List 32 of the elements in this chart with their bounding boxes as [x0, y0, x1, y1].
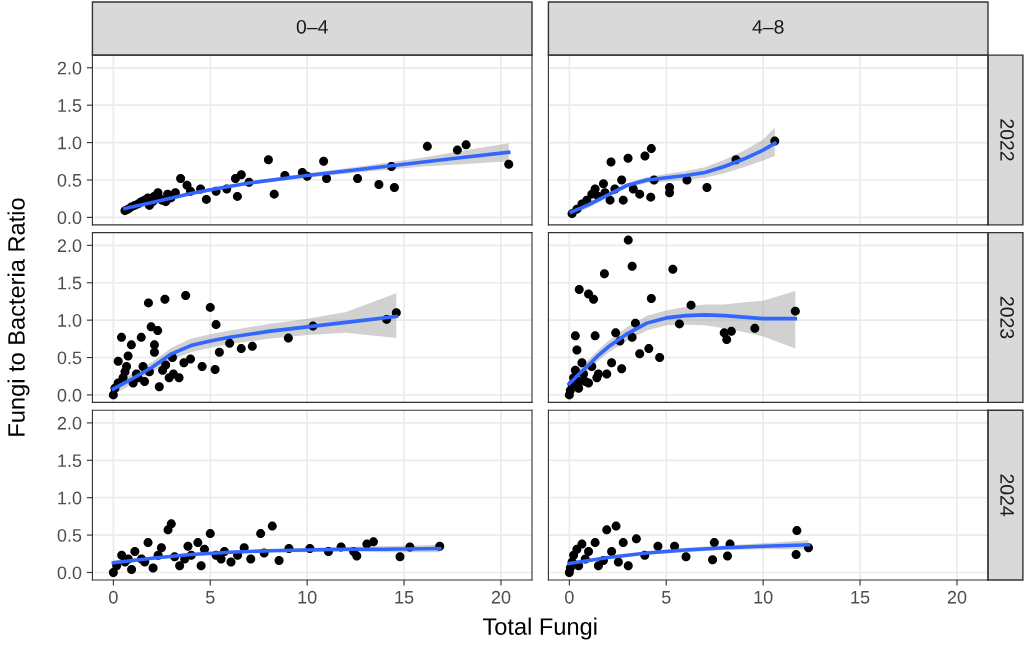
y-tick-label: 1.5	[58, 99, 82, 112]
y-tick-label: 0.0	[57, 566, 82, 580]
x-tick-label: 10	[754, 590, 773, 604]
x-axis-title: Total Fungi	[482, 617, 597, 640]
y-tick-label: 0.5	[57, 351, 82, 365]
x-tick-label: 0	[109, 590, 118, 604]
chart-title: 0–4	[296, 19, 328, 34]
y-tick-label: 2.0	[57, 416, 82, 430]
x-tick-label: 0	[565, 590, 574, 604]
x-tick-label: 15	[851, 591, 870, 604]
x-tick-label: 5	[205, 591, 215, 604]
y-tick-label: 1.0	[58, 314, 82, 327]
y-tick-label: 1.5	[58, 276, 82, 290]
y-tick-label: 1.0	[58, 136, 82, 150]
y-tick-label: 0.5	[57, 173, 82, 187]
y2-axis-title: 2022	[1000, 119, 1014, 161]
y-axis-title: Fungi to Bacteria Ratio	[7, 198, 30, 436]
y2-axis-title: 2023	[1000, 296, 1014, 339]
y-tick-label: 1.0	[58, 491, 82, 505]
y-tick-label: 1.5	[58, 454, 82, 468]
y-tick-label: 0.0	[57, 388, 82, 402]
y2-axis-title: 2024	[1000, 474, 1014, 517]
x-tick-label: 5	[661, 591, 671, 604]
x-tick-label: 20	[491, 590, 511, 604]
chart-title: 4–8	[752, 19, 784, 34]
y-tick-label: 0.5	[57, 529, 82, 542]
x-tick-label: 15	[395, 591, 414, 604]
y-tick-label: 2.0	[57, 239, 82, 253]
x-tick-label: 20	[947, 590, 967, 604]
y-tick-label: 0.0	[57, 211, 82, 225]
x-tick-label: 10	[298, 590, 317, 604]
y-tick-label: 2.0	[57, 61, 82, 75]
